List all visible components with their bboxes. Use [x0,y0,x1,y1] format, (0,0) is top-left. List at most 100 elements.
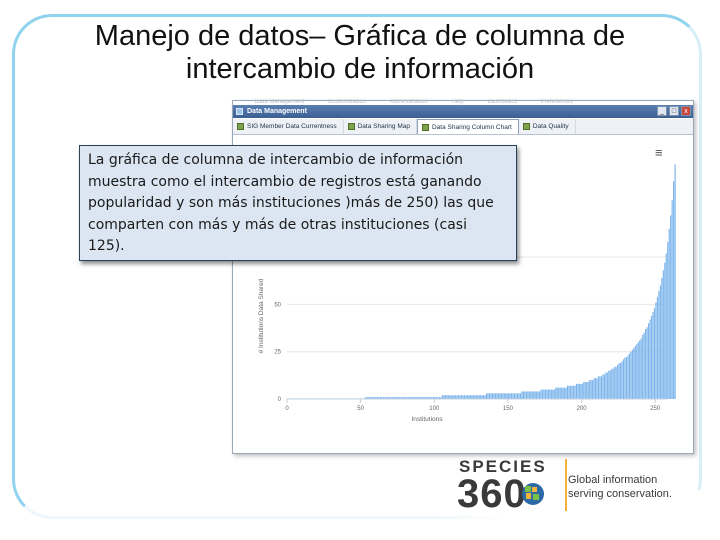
chart-bar [483,395,485,399]
logo-species-word: SPECIES [459,457,547,476]
chart-bar [412,397,414,399]
chart-bar [437,397,439,399]
chart-bar [659,285,661,399]
chart-bar [583,381,585,399]
chart-bar [499,393,501,399]
tab-data-sharing-map[interactable]: Data Sharing Map [344,119,417,134]
chart-bar [606,372,608,399]
chart-bar [475,395,477,399]
tab-label: Data Quality [532,123,569,130]
globe-icon [522,483,544,505]
logo-tagline: Global information serving conservation. [568,473,672,501]
chart-bar [559,387,561,399]
chart-bar [550,389,552,399]
chart-bar [375,397,377,399]
chart-bar [540,389,542,399]
chart-bar [642,334,644,399]
chart-bar [622,359,625,399]
chart-bar [407,397,410,399]
chart-bar [586,381,588,399]
faded-menu-item: Administration [389,99,428,105]
tab-member-data-currentness[interactable]: SIG Member Data Currentness [233,119,344,134]
x-tick-label: 50 [357,406,364,412]
chart-bar [410,397,413,399]
chart-bar [593,378,595,399]
y-axis-label: # Institutions Data Shared [258,278,265,353]
chart-menu-icon[interactable]: ≡ [655,145,663,160]
tab-label: Data Sharing Map [357,123,410,130]
chart-bar [525,391,527,399]
chart-bar [421,397,423,399]
chart-bar [431,397,433,399]
chart-bar [472,395,474,399]
maximize-button[interactable]: □ [669,106,679,116]
chart-bar [645,328,647,399]
chart-bar [438,397,441,399]
faded-menu-item: Help [451,99,464,105]
chart-bar [539,391,541,399]
chart-bar [456,395,458,399]
chart-bar [566,385,569,399]
y-tick-label: 25 [274,350,281,356]
x-tick-label: 150 [503,406,514,412]
chart-bar [422,397,424,399]
chart-bar [552,389,554,399]
faded-menu-item: Preferences [540,99,573,105]
chart-bar [671,200,673,399]
explanation-callout: La gráfica de columna de intercambio de … [79,145,517,261]
chart-bar [536,391,538,399]
chart-bar [561,387,563,399]
chart-bar [424,397,426,399]
window-title: Data Management [247,108,307,115]
chart-bar [466,395,469,399]
chart-bar [571,385,573,399]
chart-bar [450,395,452,399]
chart-bar [488,393,491,399]
chart-bar [418,397,420,399]
chart-bar [382,397,385,399]
chart-bar [484,395,486,399]
chart-bar [603,374,605,399]
chart-bar [443,395,445,399]
chart-bar [502,393,504,399]
slide-title-line2: intercambio de información [185,53,535,85]
chart-bar [496,393,498,399]
faded-menu-item: Data Management [255,99,305,105]
chart-bar [524,391,526,399]
chart-bar [462,395,464,399]
chart-bar [547,389,550,399]
chart-bar [491,393,494,399]
chart-bar [471,395,473,399]
chart-bar [365,397,367,399]
chart-bar [518,393,520,399]
chart-bar [596,378,598,399]
chart-bar [444,395,446,399]
chart-bar [376,397,379,399]
tab-bar: SIG Member Data Currentness Data Sharing… [233,119,693,135]
chart-bar [670,215,672,399]
chart-bar [558,387,560,399]
chart-bar [578,383,580,399]
tab-data-quality[interactable]: Data Quality [519,119,576,134]
close-button[interactable]: x [681,106,691,116]
chart-bar [673,181,675,399]
chart-bar [662,270,664,399]
chart-bar [490,393,492,399]
chart-bar [656,296,659,399]
tab-data-sharing-column-chart[interactable]: Data Sharing Column Chart [416,119,519,134]
window-titlebar[interactable]: Data Management _ □ x [233,105,693,118]
chart-bar [394,397,396,399]
chart-bar [396,397,398,399]
logo-360-word: 360 [457,472,527,516]
chart-bar [478,395,480,399]
app-icon [236,108,243,115]
chart-bar [667,241,669,399]
chart-bar [430,397,432,399]
chart-bar [428,397,430,399]
chart-bar [416,397,418,399]
chart-bar [391,397,393,399]
chart-bar [415,397,417,399]
chart-bar [406,397,408,399]
minimize-button[interactable]: _ [657,106,667,116]
quality-icon [522,123,530,130]
